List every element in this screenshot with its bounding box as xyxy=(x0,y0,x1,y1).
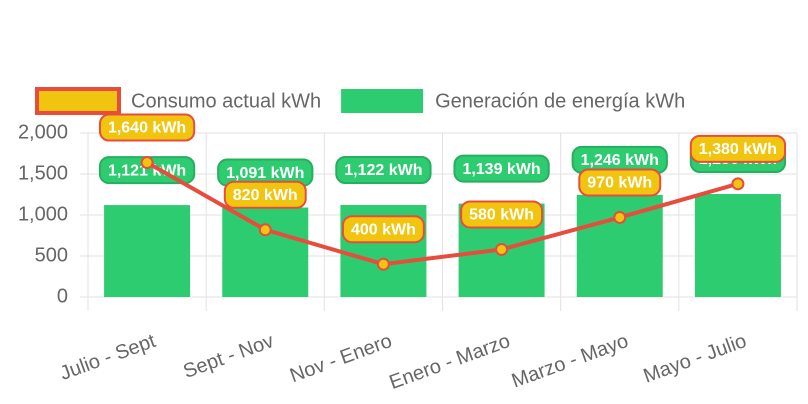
y-tick-label: 2,000 xyxy=(18,121,68,143)
x-tick-label: Sept - Nov xyxy=(180,330,276,383)
legend-label: Consumo actual kWh xyxy=(131,90,321,112)
x-tick-label: Nov - Enero xyxy=(287,330,395,387)
data-label-box xyxy=(341,215,425,244)
line xyxy=(146,160,739,267)
point xyxy=(376,257,390,271)
data-label: 1,122 kWh xyxy=(335,155,432,184)
y-tick-label: 0 xyxy=(57,285,68,307)
y-tick-label: 1,000 xyxy=(18,203,68,225)
data-label-box xyxy=(223,180,307,209)
data-label-text: 1,139 kWh xyxy=(462,161,540,178)
data-label-text: 970 kWh xyxy=(587,175,652,192)
x-tick-label: Marzo - Mayo xyxy=(509,330,631,392)
x-tick-label: Mayo - Julio xyxy=(641,330,750,388)
data-label-box xyxy=(460,200,544,229)
bar xyxy=(104,205,191,297)
point xyxy=(731,177,745,191)
legend-item: Generación de energía kWh xyxy=(341,89,685,113)
point xyxy=(613,210,627,224)
data-label: 1,380 kWh xyxy=(689,134,787,163)
data-label-box xyxy=(98,113,196,142)
data-label-text: 1,122 kWh xyxy=(344,162,422,179)
data-label-text: 1,246 kWh xyxy=(581,152,659,169)
data-label: 1,091 kWh xyxy=(217,158,314,187)
legend-swatch xyxy=(341,89,424,113)
data-label-text: 400 kWh xyxy=(351,221,416,238)
data-label: 400 kWh xyxy=(341,215,425,244)
data-label-box xyxy=(335,155,432,184)
x-tick-label: Enero - Marzo xyxy=(386,330,513,394)
data-label-box xyxy=(453,154,550,183)
data-label-box xyxy=(578,168,662,197)
data-label-text: 1,640 kWh xyxy=(108,120,186,137)
legend-item: Consumo actual kWh xyxy=(35,87,321,115)
data-label: 1,246 kWh xyxy=(571,145,668,174)
x-tick-label: Julio - Sept xyxy=(57,330,159,385)
data-label-text: 1,091 kWh xyxy=(226,165,304,182)
point xyxy=(258,223,272,237)
bar xyxy=(222,207,309,297)
y-tick-label: 1,500 xyxy=(18,162,68,184)
data-label-text: 820 kWh xyxy=(233,187,298,204)
data-label-text: 580 kWh xyxy=(469,207,534,224)
y-tick-label: 500 xyxy=(35,244,68,266)
data-label-box xyxy=(689,134,787,163)
data-label: 580 kWh xyxy=(460,200,544,229)
point xyxy=(495,242,509,256)
data-label: 970 kWh xyxy=(578,168,662,197)
bar xyxy=(694,194,781,297)
data-label: 820 kWh xyxy=(223,180,307,209)
data-label: 1,139 kWh xyxy=(453,154,550,183)
data-label: 1,640 kWh xyxy=(98,113,196,142)
data-label-text: 1,380 kWh xyxy=(699,141,777,158)
point xyxy=(140,156,154,170)
legend-swatch xyxy=(35,87,121,115)
legend-label: Generación de energía kWh xyxy=(435,90,685,112)
